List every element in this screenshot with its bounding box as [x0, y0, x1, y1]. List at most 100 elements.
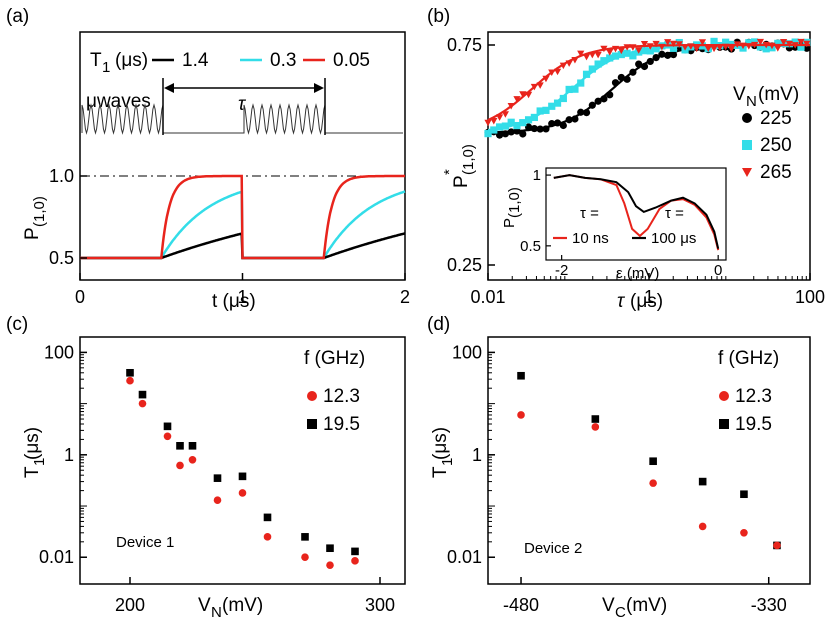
inset-ytick-label-0.5: 0.5 [520, 238, 541, 255]
point-c-19.5 [326, 544, 334, 553]
point-b-250 [617, 50, 625, 59]
point-b-225 [548, 120, 556, 128]
point-b-265 [617, 47, 625, 55]
point-c-12.3 [188, 455, 197, 464]
point-b-265 [548, 69, 556, 76]
point-c-12.3 [351, 557, 359, 565]
legend-b-marker-225 [742, 113, 752, 123]
point-b-265 [623, 44, 631, 51]
point-d-12.3 [740, 528, 748, 537]
point-b-250 [582, 70, 591, 78]
point-b-265 [669, 40, 678, 48]
point-d-12.3 [517, 411, 525, 419]
point-b-225 [658, 50, 666, 58]
legend-b-title-sub: N [746, 93, 757, 110]
point-b-265 [687, 43, 695, 50]
point-b-225 [588, 101, 596, 109]
point-b-265 [565, 60, 573, 67]
point-b-265 [553, 68, 562, 76]
point-d-19.5 [698, 477, 707, 486]
point-b-225 [652, 53, 660, 62]
point-c-12.3 [213, 496, 222, 504]
point-d-12.3 [649, 479, 657, 487]
point-b-250 [791, 38, 799, 46]
xlabel-c-rest: (mV) [222, 595, 263, 616]
ylabel-a-sub: (1,0) [31, 196, 48, 227]
point-b-250 [745, 39, 753, 47]
point-c-12.3 [163, 432, 172, 441]
point-b-225 [571, 115, 579, 123]
point-b-225 [513, 127, 521, 135]
point-b-225 [519, 130, 527, 138]
point-b-225 [611, 79, 620, 87]
xlabel-d-rest: (mV) [626, 595, 667, 616]
point-b-225 [553, 119, 562, 127]
point-b-250 [571, 85, 579, 93]
point-c-19.5 [126, 368, 134, 377]
point-c-12.3 [126, 376, 134, 385]
point-b-265 [582, 53, 591, 61]
point-b-250 [507, 118, 515, 126]
legend-c-marker-12.3 [307, 391, 317, 401]
point-b-225 [669, 51, 678, 59]
point-c-19.5 [188, 442, 197, 450]
point-b-250 [524, 116, 533, 124]
point-b-225 [664, 51, 672, 59]
microwaves-label: μwaves [86, 91, 151, 112]
point-b-265 [733, 41, 741, 48]
point-b-265 [658, 43, 666, 51]
ylabel-c-rest: (μs) [22, 427, 43, 460]
ytick-d-label-1: 1 [472, 445, 482, 465]
panel-c-frame [79, 336, 406, 585]
ytick-d-label-0.01: 0.01 [447, 547, 482, 567]
legend-b-marker-250 [742, 140, 752, 150]
point-d-19.5 [649, 457, 657, 466]
point-b-250 [559, 94, 567, 103]
legend-c-label-19.5: 19.5 [323, 414, 360, 435]
point-b-250 [774, 39, 782, 47]
point-b-265 [495, 114, 504, 121]
point-b-265 [594, 51, 602, 59]
point-b-265 [664, 39, 672, 46]
point-b-225 [530, 124, 538, 133]
point-b-225 [640, 62, 649, 71]
point-b-265 [652, 40, 660, 48]
point-b-225 [524, 123, 533, 131]
point-c-19.5 [176, 442, 184, 450]
panel-b-chart: 0.25 0.75 P * (1,0) 0.01 1 100 τ (μs) V N (… [441, 31, 825, 312]
legend-c-title: f (GHz) [304, 348, 365, 369]
point-b-225 [542, 125, 550, 133]
legend-a-label-0.05: 0.05 [333, 50, 370, 71]
legend-c-label-12.3: 12.3 [323, 386, 360, 407]
point-b-225 [600, 95, 608, 103]
point-b-250 [577, 79, 585, 87]
point-b-250 [495, 123, 504, 131]
ylabel-c-sub: 1 [31, 458, 48, 466]
inset-ylabel-sub: (1,0) [506, 187, 523, 218]
point-b-265 [797, 38, 805, 46]
ytick-d-label-100: 100 [452, 342, 482, 362]
xlabel-d-sub: C [615, 604, 626, 621]
point-b-225 [495, 131, 504, 139]
panel-label-c: (c) [6, 314, 28, 335]
point-b-250 [756, 43, 765, 51]
ylabel-b-star: * [441, 169, 458, 175]
point-b-250 [611, 52, 620, 60]
point-b-225 [646, 57, 654, 66]
inset-frame [545, 167, 727, 261]
point-b-265 [774, 45, 782, 52]
panel-label-b: (b) [427, 6, 450, 27]
point-b-250 [652, 45, 660, 53]
point-b-265 [646, 43, 654, 50]
point-b-225 [536, 125, 544, 133]
point-c-12.3 [301, 553, 309, 562]
point-b-265 [530, 83, 538, 91]
point-c-12.3 [326, 561, 334, 569]
point-b-265 [698, 39, 707, 46]
legend-a-label-1.4: 1.4 [182, 50, 209, 71]
inset-legend-label-1: 100 μs [651, 230, 696, 247]
point-b-265 [577, 50, 585, 58]
point-b-250 [484, 130, 492, 138]
point-b-225 [565, 116, 573, 124]
